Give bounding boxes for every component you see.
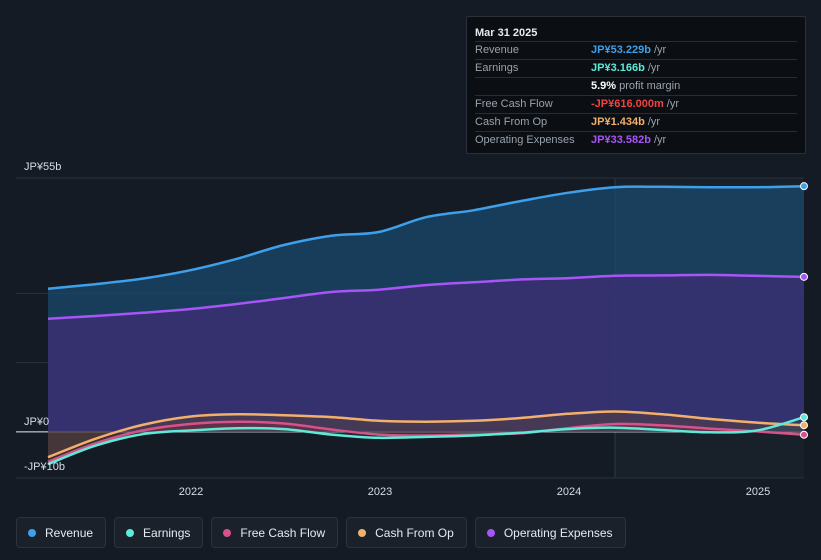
tooltip-unit: /yr: [666, 98, 680, 110]
tooltip-value: 5.9%: [591, 80, 617, 92]
line-cash-from-op: [47, 410, 805, 459]
tooltip-row-revenue: Revenue JP¥53.229b /yr: [475, 41, 797, 59]
legend-label: Earnings: [143, 525, 191, 540]
tooltip-unit: /yr: [647, 62, 661, 74]
line-free-cash-flow: [47, 420, 805, 463]
tooltip-row-operating-expenses: Operating Expenses JP¥33.582b /yr: [475, 131, 797, 149]
y-tick-label-top: JP¥55b: [24, 161, 61, 173]
end-dot-operating-expenses: [800, 272, 808, 281]
tooltip-value: -JP¥616.000m: [591, 98, 664, 110]
tooltip-unit: /yr: [653, 44, 667, 56]
tooltip-label: Free Cash Flow: [475, 98, 553, 110]
x-tick-label-2024: 2024: [557, 486, 581, 498]
end-dot-free-cash-flow: [800, 430, 808, 439]
tooltip-value: JP¥53.229b: [591, 44, 651, 56]
tooltip-label: Operating Expenses: [475, 134, 575, 146]
tooltip-label: [475, 78, 591, 95]
series-lines: [47, 184, 805, 466]
line-operating-expenses: [47, 273, 805, 321]
end-dot-cash-from-op: [800, 421, 808, 430]
x-tick-label-2023: 2023: [368, 486, 392, 498]
legend-item-earnings[interactable]: Earnings: [114, 517, 204, 548]
legend-label: Operating Expenses: [503, 525, 613, 540]
legend-label: Cash From Op: [375, 525, 454, 540]
tooltip-row-free-cash-flow: Free Cash Flow -JP¥616.000m /yr: [475, 95, 797, 113]
legend-dot-icon: [358, 528, 367, 537]
area-free-cash-flow: [48, 421, 804, 462]
tooltip-unit: profit margin: [619, 80, 681, 92]
tooltip-row-cash-from-op: Cash From Op JP¥1.434b /yr: [475, 113, 797, 131]
y-tick-label-bottom: -JP¥10b: [24, 461, 65, 473]
financial-chart: JP¥55b JP¥0 -JP¥10b 2022 2023 2024 2025: [16, 161, 808, 498]
legend-label: Revenue: [45, 525, 94, 540]
tooltip-label: Cash From Op: [475, 116, 548, 128]
x-tick-label-2022: 2022: [179, 486, 203, 498]
line-earnings: [47, 415, 805, 466]
legend-dot-icon: [223, 528, 232, 537]
tooltip-label: Revenue: [475, 44, 520, 56]
legend-item-cash-from-op[interactable]: Cash From Op: [346, 517, 467, 548]
chart-legend: Revenue Earnings Free Cash Flow Cash Fro…: [16, 517, 626, 548]
line-revenue: [47, 184, 805, 291]
legend-item-free-cash-flow[interactable]: Free Cash Flow: [211, 517, 339, 548]
data-tooltip: Mar 31 2025 Revenue JP¥53.229b /yr Earni…: [466, 16, 806, 154]
series-end-markers: [800, 182, 808, 439]
y-tick-label-zero: JP¥0: [24, 416, 49, 428]
tooltip-row-earnings: Earnings JP¥3.166b /yr: [475, 59, 797, 77]
legend-label: Free Cash Flow: [240, 525, 326, 540]
legend-item-operating-expenses[interactable]: Operating Expenses: [474, 517, 626, 548]
tooltip-unit: /yr: [647, 116, 661, 128]
legend-dot-icon: [28, 528, 36, 537]
x-tick-label-2025: 2025: [746, 486, 770, 498]
tooltip-unit: /yr: [653, 134, 667, 146]
tooltip-label: Earnings: [475, 62, 519, 74]
tooltip-date: Mar 31 2025: [475, 27, 538, 39]
area-operating-expenses: [48, 274, 804, 432]
tooltip-row-profit-margin: 5.9% profit margin: [475, 77, 797, 95]
tooltip-value: JP¥3.166b: [591, 62, 645, 74]
legend-dot-icon: [126, 528, 135, 537]
legend-dot-icon: [486, 528, 495, 537]
end-dot-earnings: [800, 413, 808, 422]
end-dot-revenue: [800, 182, 808, 191]
tooltip-value: JP¥33.582b: [591, 134, 651, 146]
legend-item-revenue[interactable]: Revenue: [16, 517, 107, 548]
tooltip-value: JP¥1.434b: [591, 116, 645, 128]
